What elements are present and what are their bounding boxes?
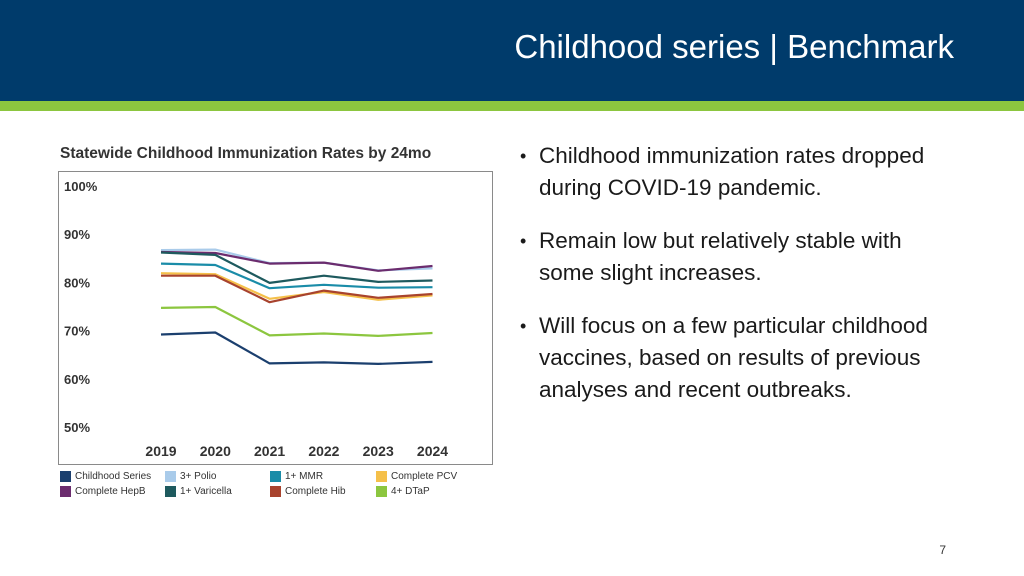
legend-item: Childhood Series xyxy=(60,471,151,482)
legend-item: 4+ DTaP xyxy=(376,486,430,497)
series-line-1-mmr xyxy=(160,262,433,290)
legend-swatch xyxy=(376,486,387,497)
x-tick-label: 2022 xyxy=(308,443,339,459)
legend-label: Complete Hib xyxy=(285,486,346,498)
series-line-4-dtap xyxy=(160,305,433,337)
series-line-childhood-series xyxy=(160,331,433,365)
legend-item: 1+ MMR xyxy=(270,471,323,482)
legend-item: 3+ Polio xyxy=(165,471,216,482)
bullet-text: Remain low but relatively stable with so… xyxy=(539,228,902,285)
x-tick-label: 2021 xyxy=(254,443,285,459)
y-tick-label: 90% xyxy=(64,227,90,242)
y-tick-label: 80% xyxy=(64,275,90,290)
legend-swatch xyxy=(376,471,387,482)
y-tick-label: 50% xyxy=(64,420,90,435)
series-line-complete-hib xyxy=(161,274,433,304)
legend-swatch xyxy=(165,486,176,497)
series-line-1-varicella xyxy=(160,251,433,284)
bullet-list: • Childhood immunization rates dropped du… xyxy=(520,140,960,427)
legend-label: Childhood Series xyxy=(75,471,152,483)
legend-label: 4+ DTaP xyxy=(391,486,430,498)
y-tick-label: 100% xyxy=(64,179,98,194)
bullet-item: • Will focus on a few particular childhoo… xyxy=(520,313,928,402)
y-tick-label: 70% xyxy=(64,324,90,339)
legend-label: Complete PCV xyxy=(391,471,458,483)
legend-swatch xyxy=(270,471,281,482)
series-line-complete-hepb xyxy=(160,250,433,272)
slide-title: Childhood series | Benchmark xyxy=(514,28,954,65)
header-bar xyxy=(0,0,1024,101)
legend-swatch xyxy=(165,471,176,482)
y-tick-label: 60% xyxy=(64,372,90,387)
legend-swatch xyxy=(270,486,281,497)
legend-item: Complete Hib xyxy=(270,486,346,497)
page-number: 7 xyxy=(939,543,946,557)
chart-title: Statewide Childhood Immunization Rates b… xyxy=(60,145,432,162)
header-accent-stripe xyxy=(0,101,1024,111)
x-tick-label: 2024 xyxy=(417,443,448,459)
bullet-item: • Childhood immunization rates dropped du… xyxy=(520,143,925,200)
legend-item: 1+ Varicella xyxy=(165,486,232,497)
legend-item: Complete PCV xyxy=(376,471,457,482)
x-tick-label: 2023 xyxy=(363,443,394,459)
legend-item: Complete HepB xyxy=(60,486,146,497)
x-tick-label: 2020 xyxy=(200,443,231,459)
bullet-text: Will focus on a few particular childhood… xyxy=(539,313,928,402)
legend-swatch xyxy=(60,486,71,497)
legend-label: Complete HepB xyxy=(75,486,146,498)
bullet-item: • Remain low but relatively stable with s… xyxy=(520,228,902,285)
legend-swatch xyxy=(60,471,71,482)
legend-label: 1+ Varicella xyxy=(180,486,232,498)
legend-label: 1+ MMR xyxy=(285,471,324,483)
legend-label: 3+ Polio xyxy=(180,471,217,483)
x-tick-label: 2019 xyxy=(145,443,176,459)
bullet-text: Childhood immunization rates dropped dur… xyxy=(539,143,925,200)
chart-frame xyxy=(58,171,493,465)
